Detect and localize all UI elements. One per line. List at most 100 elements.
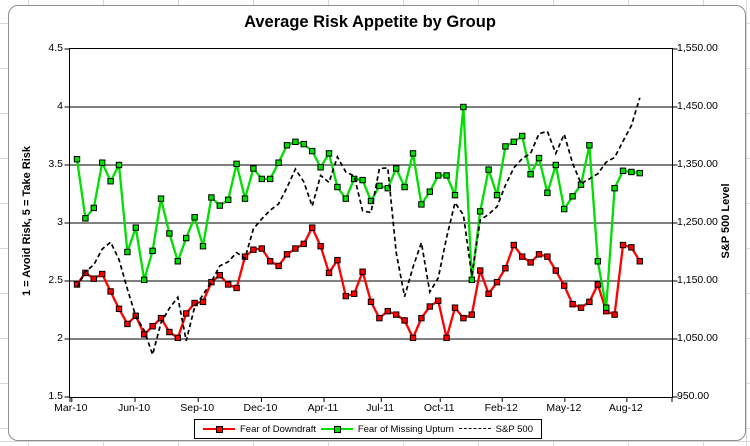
data-point-marker [401,317,408,324]
axis-tick-label: May-12 [546,402,582,414]
data-point-marker [611,185,618,192]
data-point-marker [292,138,299,145]
data-point-marker [586,298,593,306]
data-point-marker [283,251,291,258]
data-point-marker [502,143,509,150]
data-point-marker [216,272,224,279]
data-point-marker [577,181,585,188]
data-point-marker [309,224,316,231]
axis-tick-label: 1,350.00 [677,157,718,170]
axis-tick-label: Jun-10 [117,402,151,414]
data-point-marker [426,303,434,310]
data-point-marker [594,258,601,265]
data-point-marker [611,311,618,318]
data-point-marker [199,298,207,306]
data-point-marker [115,161,123,169]
data-point-marker [174,258,181,265]
data-point-marker [107,178,114,185]
data-point-marker [451,304,459,311]
data-point-marker [393,311,400,318]
data-point-marker [300,240,308,248]
chart-object: Average Risk Appetite by Group 1 = Avoid… [8,5,746,441]
data-point-marker [267,175,274,183]
data-point-marker [527,171,534,178]
data-point-marker [82,215,89,222]
data-point-marker [485,166,492,173]
data-point-marker [527,259,534,266]
legend-label: Fear of Missing Upturn [357,423,454,435]
data-point-marker [199,243,207,250]
data-point-marker [241,195,249,202]
axis-tick-label: 3 [57,215,63,228]
data-point-marker [384,307,392,315]
data-point-marker [275,159,282,166]
data-point-marker [544,189,551,197]
data-point-marker [561,205,568,213]
data-point-marker [342,292,350,300]
green-line-marker-icon [320,425,353,433]
data-point-marker [107,288,114,295]
data-point-marker [443,334,450,342]
data-point-marker [636,258,643,265]
data-point-marker [90,275,98,282]
data-point-marker [124,320,131,328]
data-point-marker [208,278,215,286]
data-point-marker [493,278,501,286]
data-point-marker [569,193,576,200]
data-point-marker [477,208,484,215]
axis-tick-label: 3.5 [48,157,63,170]
data-point-marker [552,267,560,274]
data-point-marker [569,301,576,308]
axis-tick-label: 950.00 [677,389,710,402]
data-point-marker [552,161,560,169]
axis-tick-label: Feb-12 [484,402,518,414]
data-point-marker [141,276,148,284]
data-point-marker [309,147,316,155]
data-point-marker [258,175,266,183]
axis-tick-label: 2.5 [48,273,63,286]
data-point-marker [468,276,476,284]
series-line-1 [75,106,640,308]
legend-item-fear-of-missing-upturn: Fear of Missing Upturn [320,423,454,435]
data-point-marker [115,305,123,313]
data-point-marker [359,268,366,275]
data-point-marker [426,188,434,195]
legend: Fear of Downdraft Fear of Missing Upturn… [194,419,542,439]
data-point-marker [191,214,198,221]
data-point-marker [250,246,257,253]
data-point-marker [577,304,585,311]
data-point-marker [250,165,257,172]
data-point-marker [519,132,526,140]
chart-title: Average Risk Appetite by Group [244,13,496,31]
axis-tick-label: 1,150.00 [677,273,718,286]
data-point-marker [393,165,400,172]
data-point-marker [535,154,543,162]
data-point-marker [174,334,181,342]
data-point-marker [619,241,627,249]
data-point-marker [435,297,442,304]
data-point-marker [334,256,341,264]
data-point-marker [502,265,509,272]
data-point-marker [183,310,190,317]
axis-tick-label: 1,050.00 [677,331,718,344]
dashed-line-icon [458,426,491,433]
data-point-marker [99,270,106,278]
data-point-marker [325,269,333,277]
data-point-marker [233,284,240,292]
data-point-marker [628,168,635,176]
data-point-marker [561,282,568,289]
data-point-marker [418,314,425,322]
axis-tick-label: 4 [57,99,63,112]
data-point-marker [544,253,551,260]
data-point-marker [225,281,232,288]
data-point-marker [519,253,526,260]
data-point-marker [460,314,467,322]
data-point-marker [619,167,627,174]
right-axis-title: S&P 500 Level [720,183,732,259]
data-point-marker [90,204,98,212]
data-point-marker [435,172,442,179]
data-point-marker [166,230,173,237]
data-point-marker [443,172,450,179]
axis-tick-label: 1,550.00 [677,41,718,54]
data-point-marker [149,247,156,255]
